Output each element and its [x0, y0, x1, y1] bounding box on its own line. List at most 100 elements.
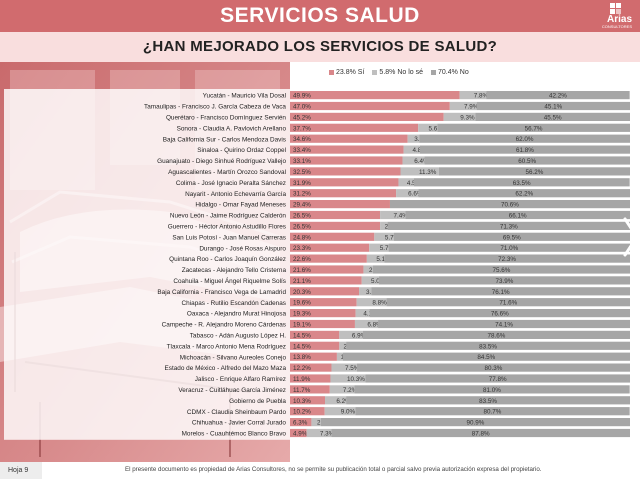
- data-label: 5.7%: [380, 245, 395, 252]
- data-label: 20.3%: [293, 289, 311, 296]
- chart-canvas: Yucatán - Mauricio Vila Dosal 49.9% 7.8% 42…: [4, 89, 630, 440]
- category-label: Nuevo León - Jaime Rodríguez Calderón: [170, 213, 287, 220]
- bar-segment: [389, 200, 630, 209]
- bar-segment: [355, 309, 370, 318]
- bar-segment: [290, 265, 364, 274]
- data-label: 19.6%: [293, 300, 311, 307]
- label-panel: [4, 89, 290, 440]
- bar-segment: [290, 309, 356, 318]
- bar-segment: [424, 156, 630, 165]
- data-label: 81.0%: [483, 387, 501, 394]
- data-label: 11.7%: [293, 387, 311, 394]
- bar-segment: [475, 112, 630, 121]
- data-label: 83.5%: [479, 398, 497, 405]
- bar-segment: [290, 221, 381, 230]
- bar-segment: [476, 101, 630, 111]
- bar-segment: [339, 330, 363, 339]
- data-label: 5.7%: [385, 234, 400, 241]
- bar-segment: [290, 232, 375, 241]
- bar-segment: [354, 319, 379, 329]
- data-label: 5.0%: [371, 278, 386, 285]
- chevron-right-icon[interactable]: [622, 216, 640, 258]
- legend-item-no: 70.4% No: [431, 69, 469, 76]
- data-label: 6.8%: [367, 322, 382, 329]
- data-label: 7.5%: [345, 365, 360, 372]
- data-label: 60.5%: [518, 158, 536, 165]
- bar-segment: [418, 189, 630, 198]
- bar-segment: [324, 407, 356, 416]
- bar-segment: [290, 156, 403, 165]
- legend-swatch-si: [329, 70, 334, 75]
- category-label: Colima - José Ignacio Peralta Sánchez: [176, 180, 286, 187]
- data-label: 7.8%: [474, 93, 489, 100]
- data-label: 11.9%: [293, 376, 311, 383]
- data-label: 10.3%: [293, 398, 311, 405]
- data-label: 61.8%: [516, 147, 534, 154]
- data-label: 74.1%: [495, 322, 513, 329]
- data-label: 62.0%: [516, 136, 534, 143]
- bar-segment: [290, 287, 360, 296]
- data-label: 69.5%: [503, 234, 521, 241]
- bar-segment: [331, 428, 630, 438]
- bar-segment: [369, 243, 389, 252]
- logo-text: Arias: [606, 14, 632, 25]
- data-label: 66.1%: [509, 213, 527, 220]
- page-title: SERVICIOS SALUD: [220, 4, 420, 27]
- data-label: 31.2%: [293, 191, 311, 198]
- data-label: 70.6%: [501, 202, 519, 209]
- bar-segment: [331, 363, 357, 372]
- bar-segment: [290, 385, 330, 394]
- bar-segment: [290, 210, 381, 220]
- legend-swatch-nolose: [372, 70, 378, 75]
- bar-segment: [374, 232, 394, 241]
- bar-segment: [486, 91, 630, 100]
- category-label: Jalisco - Enrique Alfaro Ramírez: [195, 376, 286, 383]
- bar-segment: [363, 265, 373, 274]
- bar-segment: [311, 418, 321, 427]
- data-label: 49.9%: [293, 93, 311, 100]
- bar-segment: [459, 91, 487, 100]
- data-label: 6.2%: [336, 398, 351, 405]
- bar-segment: [378, 276, 630, 285]
- bar-segment: [336, 352, 343, 361]
- bar-segment: [437, 123, 630, 132]
- bar-segment: [290, 167, 401, 176]
- data-label: 47.0%: [293, 104, 311, 111]
- data-label: 31.9%: [293, 180, 311, 187]
- data-label: 33.1%: [293, 158, 311, 165]
- bar-segment: [320, 418, 630, 427]
- bar-segment: [290, 428, 307, 438]
- data-label: 56.2%: [526, 169, 544, 176]
- bar-segment: [290, 91, 460, 100]
- data-label: 29.4%: [293, 202, 311, 209]
- category-label: San Luis Potosí - Juan Manuel Carreras: [172, 234, 286, 241]
- stacked-bar-chart: Yucatán - Mauricio Vila Dosal 49.9% 7.8% 42…: [0, 62, 640, 462]
- data-label: 34.6%: [293, 136, 311, 143]
- data-label: 9.0%: [341, 409, 356, 416]
- bar-segment: [380, 210, 406, 220]
- data-label: 26.5%: [293, 223, 311, 230]
- bar-segment: [290, 134, 408, 143]
- data-label: 14.5%: [293, 332, 311, 339]
- data-label: 84.5%: [477, 354, 495, 361]
- bar-segment: [366, 254, 385, 263]
- bar-segment: [290, 407, 325, 416]
- bar-segment: [393, 232, 630, 241]
- data-label: 80.7%: [484, 409, 502, 416]
- data-label: 71.6%: [499, 300, 517, 307]
- bar-segment: [290, 363, 332, 372]
- bar-segment: [290, 298, 357, 307]
- legend-label-si: 23.8% Sí: [336, 69, 365, 76]
- page-number: Hoja 9: [0, 462, 42, 479]
- bar-segment: [290, 123, 419, 132]
- company-logo: Arias CONSULTORES: [598, 2, 632, 30]
- building-icon: [610, 3, 621, 14]
- bar-segment: [290, 189, 397, 198]
- data-label: 7.4%: [394, 213, 409, 220]
- bar-segment: [356, 298, 387, 307]
- category-label: Guanajuato - Diego Sinhué Rodríguez Vall…: [157, 158, 286, 165]
- data-label: 9.3%: [460, 114, 475, 121]
- bar-segment: [342, 352, 630, 361]
- bar-segment: [354, 385, 630, 394]
- data-label: 63.5%: [513, 180, 531, 187]
